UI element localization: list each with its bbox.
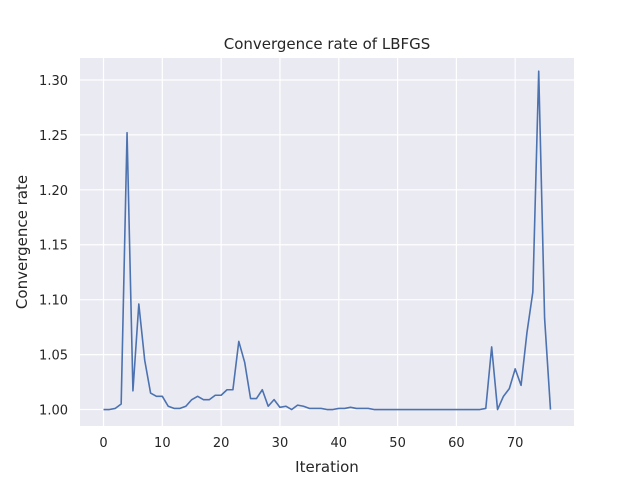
x-tick-label: 40 bbox=[330, 436, 347, 451]
x-tick-label: 60 bbox=[448, 436, 465, 451]
x-tick-label: 30 bbox=[272, 436, 289, 451]
y-tick-label: 1.25 bbox=[39, 129, 68, 144]
y-tick-label: 1.10 bbox=[39, 294, 68, 309]
series-line bbox=[103, 70, 552, 411]
y-tick-label: 1.30 bbox=[39, 74, 68, 89]
y-axis-label: Convergence rate bbox=[13, 175, 31, 309]
y-tick-label: 1.15 bbox=[39, 239, 68, 254]
grid bbox=[80, 58, 574, 426]
x-axis-ticks: 0 10 20 30 40 50 60 70 bbox=[99, 436, 523, 451]
y-axis-ticks: 1.00 1.05 1.10 1.15 1.20 1.25 1.30 bbox=[39, 74, 68, 419]
x-tick-label: 50 bbox=[389, 436, 406, 451]
x-tick-label: 10 bbox=[154, 436, 171, 451]
chart-title: Convergence rate of LBFGS bbox=[224, 35, 431, 53]
x-axis-label: Iteration bbox=[295, 458, 359, 476]
y-tick-label: 1.20 bbox=[39, 184, 68, 199]
x-tick-label: 20 bbox=[213, 436, 230, 451]
x-tick-label: 0 bbox=[99, 436, 107, 451]
x-tick-label: 70 bbox=[507, 436, 524, 451]
y-tick-label: 1.00 bbox=[39, 404, 68, 419]
y-tick-label: 1.05 bbox=[39, 349, 68, 364]
plot-background bbox=[80, 58, 574, 426]
